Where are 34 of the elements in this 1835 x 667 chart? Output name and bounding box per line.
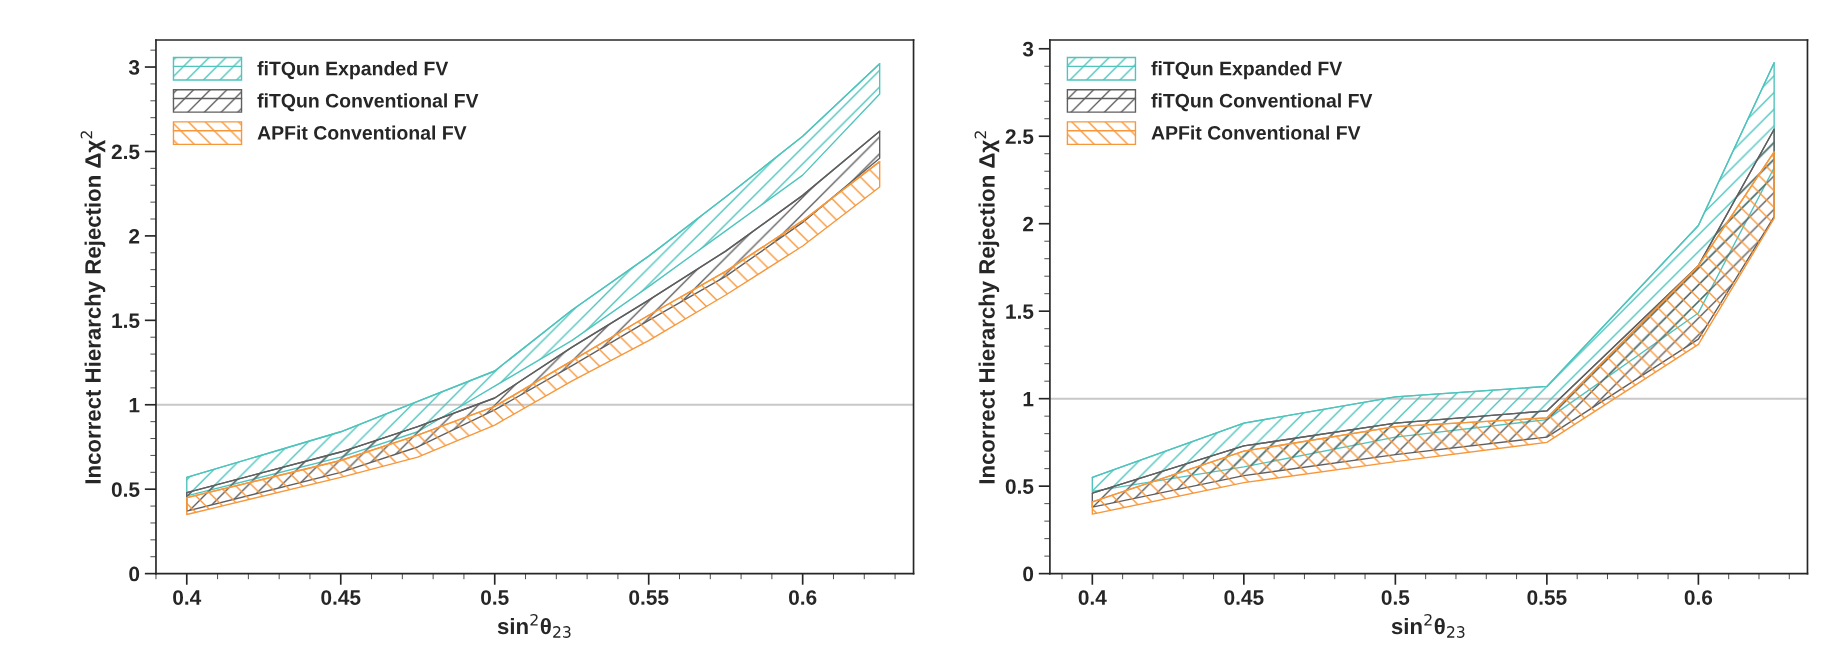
y-tick-label: 3 bbox=[1022, 41, 1034, 57]
legend-label: APFit Conventional FV bbox=[1151, 125, 1361, 140]
y-tick-label: 3 bbox=[128, 60, 140, 75]
y-tick-label: 2.5 bbox=[1005, 129, 1034, 144]
y-tick-label: 0.5 bbox=[1005, 479, 1034, 494]
y-tick-label: 1.5 bbox=[1006, 304, 1034, 319]
x-axis-title: sin$^{2}$θ$_{23}$ bbox=[1391, 613, 1465, 638]
y-tick-label: 2 bbox=[129, 228, 140, 244]
legend-label: APFit Conventional FV bbox=[257, 125, 467, 140]
y-tick-label: 1 bbox=[129, 397, 140, 413]
x-tick-label: 0.45 bbox=[1224, 590, 1264, 605]
legend-label: fiTQun Expanded FV bbox=[257, 61, 449, 80]
y-tick-label: 1 bbox=[1023, 391, 1034, 407]
x-tick-label: 0.4 bbox=[173, 590, 202, 605]
y-tick-label: 2 bbox=[1023, 216, 1034, 232]
x-tick-label: 0.4 bbox=[1078, 590, 1107, 605]
x-tick-label: 0.45 bbox=[321, 590, 361, 605]
x-tick-label: 0.5 bbox=[1381, 590, 1410, 605]
x-tick-label: 0.55 bbox=[629, 590, 669, 605]
y-tick-label: 2.5 bbox=[111, 144, 140, 160]
y-axis-title: Incorrect Hierarchy Rejection Δχ$^{2}$ bbox=[80, 131, 106, 484]
legend-label: fiTQun Conventional FV bbox=[1151, 93, 1373, 112]
y-tick-label: 0.5 bbox=[111, 482, 140, 497]
x-tick-label: 0.6 bbox=[789, 590, 817, 605]
x-tick-label: 0.6 bbox=[1684, 590, 1713, 605]
y-axis-title: Incorrect Hierarchy Rejection Δχ$^{2}$ bbox=[974, 131, 1000, 484]
legend-label: fiTQun Conventional FV bbox=[257, 93, 479, 112]
y-tick-label: 0 bbox=[1023, 566, 1034, 582]
x-axis-title: sin$^{2}$θ$_{23}$ bbox=[497, 613, 571, 638]
y-tick-label: 1.5 bbox=[112, 313, 140, 329]
x-tick-label: 0.5 bbox=[481, 590, 509, 605]
x-tick-label: 0.55 bbox=[1527, 590, 1567, 605]
y-tick-label: 0 bbox=[129, 566, 140, 582]
legend-label: fiTQun Expanded FV bbox=[1151, 61, 1343, 80]
